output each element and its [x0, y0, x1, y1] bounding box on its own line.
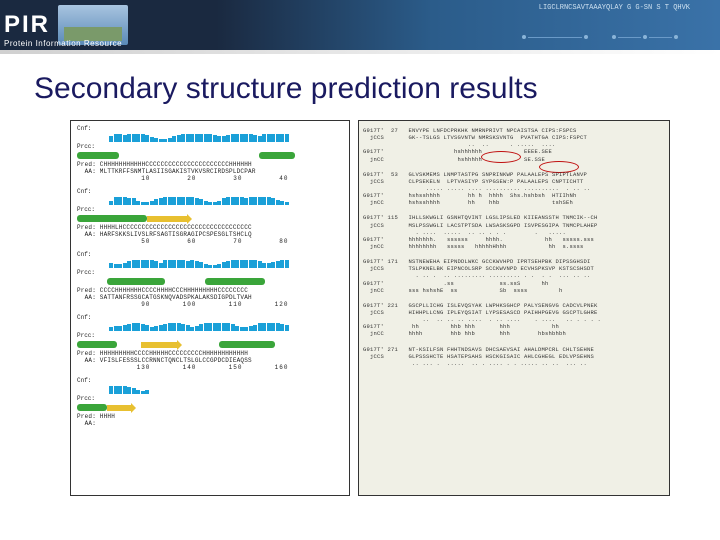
pred-line: Pred: HHHH [77, 413, 343, 420]
alignment-block: G917T' 271 NT-KSILFSN FHHTNDSAVS DHCSAEV… [363, 346, 665, 367]
prediction-block: Cnf:Prcc:Pred: CHHHHHHHHHHHCCCCCCCCCCCCC… [71, 121, 349, 184]
aa-line: AA: VFISLFESSSLCCRNNCTQNCLTSLGLCCGPDCDIE… [77, 357, 343, 364]
prediction-block: Cnf:Prcc:Pred: HHHH AA: [71, 373, 349, 429]
structure-track [77, 277, 343, 286]
alignment-block: G917T' 115 IHLLSKWGLI GSNHTQVINT LGSLIPS… [363, 214, 665, 250]
aa-line: AA: MLTTKRFFSNMTLASIISGAKISTVKVSRCIRDSPL… [77, 168, 343, 175]
pred-line: Pred: HHHHLHCCCCCCCCCCCCCCCCCCCCCCCCCCCC… [77, 224, 343, 231]
confidence-track [77, 133, 343, 142]
left-panel: Cnf:Prcc:Pred: CHHHHHHHHHHHCCCCCCCCCCCCC… [70, 120, 350, 496]
header-bar: PIR Protein Information Resource LIGCLRN… [0, 0, 720, 50]
logo-acronym: PIR [4, 11, 50, 39]
header-decoration [520, 32, 680, 42]
structure-track [77, 340, 343, 349]
pred-line: Pred: CCCCHHHHHHHCCCCHHHHCCCHHHHHHHHHCCC… [77, 287, 343, 294]
structure-track [77, 214, 343, 223]
panels-container: Cnf:Prcc:Pred: CHHHHHHHHHHHCCCCCCCCCCCCC… [0, 120, 720, 496]
pred-line: Pred: CHHHHHHHHHHHCCCCCCCCCCCCCCCCCCCCCC… [77, 161, 343, 168]
alignment-block: G917T' 27 ENVYPE LNFDCPRKHK NMRNPRIVT NP… [363, 127, 665, 163]
slide-title: Secondary structure prediction results [0, 54, 720, 120]
prediction-block: Cnf:Prcc:Pred: HHHHLHCCCCCCCCCCCCCCCCCCC… [71, 184, 349, 247]
aa-line: AA: [77, 420, 343, 427]
alignment-block: G917T' 53 GLVSKMEMS LNMPTASTPG SNPRINKWP… [363, 171, 665, 207]
confidence-track [77, 196, 343, 205]
confidence-track [77, 259, 343, 268]
aa-line: AA: SATTANFRSSGCATGSKNQVADSPKALAKSDIGPDL… [77, 294, 343, 301]
header-sequence-overlay: LIGCLRNCSAVTAAAYQLAY G G-SN S T QHVK [539, 4, 690, 12]
position-ruler: 130 140 150 160 [77, 364, 343, 371]
confidence-track [77, 385, 343, 394]
prediction-block: Cnf:Prcc:Pred: HHHHHHHHHCCCCHHHHHCCCCCCC… [71, 310, 349, 373]
highlight-circle [481, 151, 521, 163]
aa-line: AA: HARFSKKSLIVSLRFSAGTISGRAGIPCSPESGLTS… [77, 231, 343, 238]
position-ruler: 50 60 70 80 [77, 238, 343, 245]
position-ruler: 10 20 30 40 [77, 175, 343, 182]
pred-line: Pred: HHHHHHHHHCCCCHHHHHCCCCCCCCCHHHHHHH… [77, 350, 343, 357]
header-subtitle: Protein Information Resource [4, 39, 122, 48]
confidence-track [77, 322, 343, 331]
prediction-block: Cnf:Prcc:Pred: CCCCHHHHHHHCCCCHHHHCCCHHH… [71, 247, 349, 310]
right-panel: G917T' 27 ENVYPE LNFDCPRKHK NMRNPRIVT NP… [358, 120, 670, 496]
structure-track [77, 403, 343, 412]
position-ruler: 90 100 110 120 [77, 301, 343, 308]
structure-track [77, 151, 343, 160]
alignment-block: G917T' 221 GSCPLLICHG ISLEVQSYAK LWPHKSG… [363, 302, 665, 338]
alignment-block: G917T' 171 NSTNEWEHA EIPNDDLWKC GCCKWVHP… [363, 258, 665, 294]
